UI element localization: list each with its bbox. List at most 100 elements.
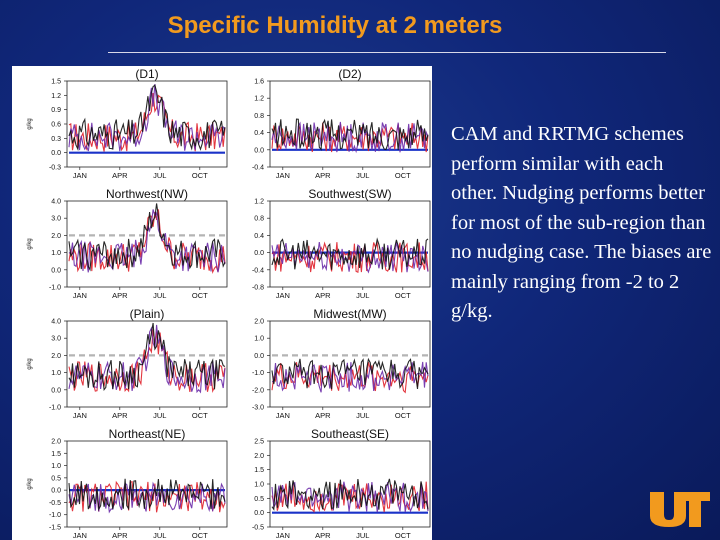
ytick-label: -1.5: [49, 525, 61, 532]
panel-title-NE: Northeast(NE): [109, 427, 186, 441]
xtick-label: JAN: [73, 411, 87, 420]
panel-title-NW: Northwest(NW): [106, 187, 188, 201]
ytick-label: -0.8: [252, 285, 264, 292]
series-no_nudge-MW: [271, 357, 429, 390]
ytick-label: -1.0: [252, 370, 264, 377]
ytick-label: 1.0: [51, 250, 61, 257]
panel-frame-D2: [269, 80, 431, 168]
series-cam-D1: [68, 93, 226, 152]
panel-title-D2: (D2): [338, 67, 361, 81]
ytick-label: 1.2: [51, 93, 61, 100]
series-no_nudge-SE: [271, 478, 429, 511]
ytick-label: 0.0: [254, 353, 264, 360]
xtick-label: JAN: [276, 171, 290, 180]
ylabel-Plain: g/kg: [27, 358, 33, 369]
xtick-label: APR: [112, 531, 128, 540]
panel-frame-NE: [66, 440, 228, 528]
humidity-chart-grid: (D1) 1.5 1.2 0.9 0.6 0.3 0.0 -0.3 g/kg JAN APR JUL O…: [27, 67, 431, 540]
series-no_nudge-NE: [68, 478, 226, 512]
series-rrtmg-MW: [271, 361, 429, 393]
panel-frame-NW: [66, 200, 228, 288]
panel-frame-Plain: [66, 320, 228, 408]
series-rrtmg-D2: [271, 121, 429, 154]
series-cam-Plain: [68, 329, 226, 394]
ytick-label: -0.3: [49, 165, 61, 172]
ytick-label: 0.6: [51, 122, 61, 129]
xtick-label: JUL: [356, 291, 369, 300]
ytick-label: 2.0: [51, 233, 61, 240]
ut-logo: UT: [646, 489, 710, 527]
series-no_nudge-Plain: [68, 322, 226, 392]
xtick-label: JUL: [356, 171, 369, 180]
series-no_nudge-D2: [271, 118, 429, 151]
xtick-label: JAN: [276, 411, 290, 420]
xtick-label: APR: [112, 411, 128, 420]
xtick-label: JAN: [73, 171, 87, 180]
ylabel-D1: g/kg: [27, 118, 33, 129]
xtick-label: OCT: [395, 411, 411, 420]
ytick-label: 0.5: [51, 475, 61, 482]
ytick-label: 1.6: [254, 79, 264, 86]
series-rrtmg-Plain: [68, 324, 226, 394]
ytick-label: -1.0: [49, 405, 61, 412]
ytick-label: -0.5: [49, 500, 61, 507]
ytick-label: 0.0: [254, 250, 264, 257]
xtick-label: JUL: [153, 411, 166, 420]
ytick-label: 3.0: [51, 216, 61, 223]
xtick-label: JAN: [73, 531, 87, 540]
xtick-label: OCT: [395, 291, 411, 300]
xtick-label: APR: [315, 291, 331, 300]
series-no_nudge-D1: [68, 84, 226, 152]
logo-text: UT: [646, 489, 648, 490]
ytick-label: 0.0: [254, 147, 264, 154]
ytick-label: 1.5: [51, 451, 61, 458]
panel-title-Plain: (Plain): [130, 307, 165, 321]
xtick-label: JUL: [356, 411, 369, 420]
ytick-label: -0.4: [252, 165, 264, 172]
ytick-label: 2.0: [254, 319, 264, 326]
ytick-label: 4.0: [51, 319, 61, 326]
xtick-label: JAN: [276, 291, 290, 300]
series-rrtmg-NW: [68, 209, 226, 273]
panel-title-D1: (D1): [135, 67, 158, 81]
xtick-label: OCT: [192, 531, 208, 540]
series-no_nudge-SW: [271, 237, 429, 270]
ytick-label: -0.5: [252, 525, 264, 532]
ytick-label: 0.9: [51, 107, 61, 114]
ytick-label: 0.4: [254, 233, 264, 240]
ytick-label: 0.3: [51, 136, 61, 143]
ytick-label: 0.0: [51, 150, 61, 157]
ylabel-NE: g/kg: [27, 478, 33, 489]
xtick-label: OCT: [395, 171, 411, 180]
panel-title-SE: Southeast(SE): [311, 427, 389, 441]
ytick-label: 2.0: [51, 439, 61, 446]
xtick-label: APR: [112, 291, 128, 300]
ytick-label: -0.4: [252, 267, 264, 274]
ytick-label: 0.8: [254, 113, 264, 120]
ytick-label: 1.5: [254, 467, 264, 474]
ytick-label: 0.0: [51, 267, 61, 274]
ytick-label: 2.5: [254, 439, 264, 446]
ytick-label: 4.0: [51, 199, 61, 206]
xtick-label: JUL: [153, 531, 166, 540]
panel-title-MW: Midwest(MW): [313, 307, 386, 321]
ylabel-NW: g/kg: [27, 238, 33, 249]
ytick-label: 1.2: [254, 96, 264, 103]
ytick-label: 0.0: [51, 488, 61, 495]
xtick-label: APR: [112, 171, 128, 180]
series-no_nudge-NW: [68, 203, 226, 272]
ytick-label: -1.0: [49, 512, 61, 519]
xtick-label: JAN: [276, 531, 290, 540]
ytick-label: 1.0: [254, 336, 264, 343]
xtick-label: JUL: [356, 531, 369, 540]
xtick-label: APR: [315, 531, 331, 540]
ytick-label: -1.0: [49, 285, 61, 292]
series-rrtmg-D1: [68, 83, 226, 152]
ytick-label: -2.0: [252, 387, 264, 394]
panel-frame-SW: [269, 200, 431, 288]
xtick-label: JAN: [73, 291, 87, 300]
xtick-label: OCT: [192, 171, 208, 180]
ytick-label: 1.5: [51, 79, 61, 86]
ytick-label: 1.2: [254, 199, 264, 206]
xtick-label: APR: [315, 411, 331, 420]
